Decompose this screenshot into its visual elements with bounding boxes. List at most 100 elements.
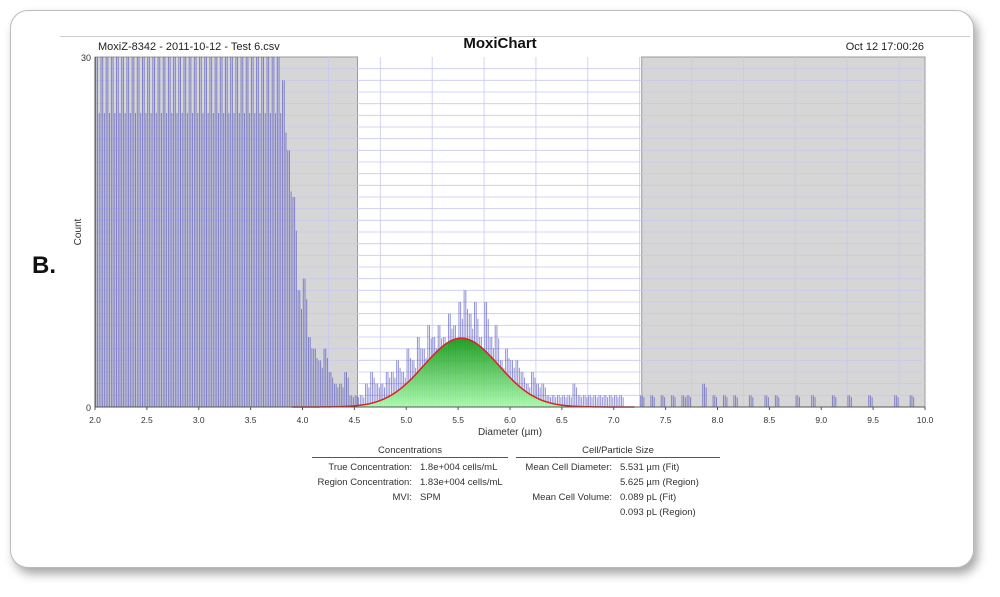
histogram-bar xyxy=(347,377,349,407)
histogram-bar xyxy=(605,395,607,407)
row-label xyxy=(516,475,620,490)
file-name: MoxiZ-8342 - 2011-10-12 - Test 6.csv xyxy=(98,41,280,53)
histogram-bar xyxy=(276,57,278,407)
histogram-bar xyxy=(399,367,401,407)
histogram-bar xyxy=(278,57,280,407)
histogram-bar xyxy=(344,372,346,407)
histogram-bar xyxy=(301,309,303,407)
histogram-bar xyxy=(116,57,118,407)
histogram-bar xyxy=(565,397,567,407)
histogram-bar xyxy=(686,395,688,407)
histogram-bar xyxy=(553,395,555,407)
histogram-bar xyxy=(110,57,112,407)
row-label xyxy=(516,505,620,520)
histogram-bar xyxy=(767,397,769,407)
row-value: SPM xyxy=(420,492,441,503)
histogram-bar xyxy=(690,397,692,407)
timestamp: Oct 12 17:00:26 xyxy=(845,41,924,53)
histogram-bar xyxy=(240,57,242,407)
histogram-bar xyxy=(167,57,169,407)
histogram-bar xyxy=(643,397,645,407)
histogram-bar xyxy=(159,57,161,407)
histogram-bar xyxy=(371,372,373,407)
fit-area xyxy=(292,338,635,407)
histogram-bar xyxy=(378,387,380,407)
histogram-bar xyxy=(799,397,801,407)
histogram-bar xyxy=(290,191,292,407)
histogram-bar xyxy=(226,57,228,407)
histogram-bar xyxy=(218,113,220,407)
histogram-bar xyxy=(671,395,673,407)
histogram-bar xyxy=(124,113,126,407)
histogram-bar xyxy=(778,397,780,407)
table-row: 0.093 pL (Region) xyxy=(516,505,720,520)
histogram-bar xyxy=(243,113,245,407)
histogram-bar xyxy=(532,372,534,407)
x-tick-label: 10.0 xyxy=(917,415,934,425)
histogram-bar xyxy=(366,383,368,407)
histogram-bar xyxy=(109,113,111,407)
histogram-bar xyxy=(180,57,181,407)
histogram-bar xyxy=(539,387,541,407)
histogram-bar xyxy=(617,397,619,407)
histogram-bar xyxy=(216,57,218,407)
table-row: Region Concentration: 1.83e+004 cells/mL xyxy=(312,475,508,490)
histogram-bar xyxy=(320,360,322,407)
histogram-bar xyxy=(531,372,533,407)
row-label: MVI: xyxy=(392,492,412,503)
histogram-bar xyxy=(593,395,595,407)
histogram-bar xyxy=(297,290,299,407)
figure-label: B. xyxy=(32,252,56,279)
histogram-bar xyxy=(377,383,379,407)
histogram-bar xyxy=(714,395,716,407)
histogram-bar xyxy=(390,372,392,407)
histogram-bar xyxy=(249,113,251,407)
x-tick-label: 3.0 xyxy=(193,415,205,425)
histogram-bar xyxy=(114,113,116,407)
histogram-bar xyxy=(346,372,347,407)
histogram-bar xyxy=(314,348,316,407)
table-row: 5.625 µm (Region) xyxy=(516,475,720,490)
histogram-bar xyxy=(716,397,718,407)
histogram-bar xyxy=(712,395,714,407)
histogram-bar xyxy=(752,397,754,407)
x-tick-label: 3.5 xyxy=(245,415,257,425)
histogram-bar xyxy=(619,395,621,407)
histogram-bar xyxy=(186,113,188,407)
histogram-bar xyxy=(202,113,204,407)
histogram-bar xyxy=(152,57,154,407)
histogram-bar xyxy=(299,290,301,407)
histogram-bar xyxy=(558,395,560,407)
x-tick-label: 6.5 xyxy=(556,415,568,425)
histogram-bar xyxy=(237,57,239,407)
histogram-bar xyxy=(294,197,296,407)
histogram-bar xyxy=(321,367,323,407)
histogram-bar xyxy=(200,57,202,407)
histogram-bar xyxy=(600,395,602,407)
histogram-bar xyxy=(406,348,408,407)
histogram-bar xyxy=(129,113,131,407)
x-tick-label: 9.0 xyxy=(815,415,827,425)
histogram-bar xyxy=(543,383,545,407)
histogram-bar xyxy=(214,57,216,407)
histogram-bar xyxy=(140,113,142,407)
histogram-bar xyxy=(231,57,233,407)
histogram-bar xyxy=(358,397,360,407)
histogram-bar xyxy=(681,395,683,407)
histogram-bar xyxy=(736,397,738,407)
histogram-bar xyxy=(582,395,584,407)
histogram-bar xyxy=(517,360,519,407)
histogram-bar xyxy=(283,80,285,407)
histogram-bar xyxy=(579,395,581,407)
histogram-bar xyxy=(722,395,724,407)
histogram-bar xyxy=(136,57,138,407)
histogram-bar xyxy=(306,299,308,407)
row-value: 0.093 pL (Region) xyxy=(620,507,696,518)
histogram-bar xyxy=(370,372,372,407)
x-tick-label: 7.5 xyxy=(660,415,672,425)
histogram-bar xyxy=(173,57,175,407)
histogram-bar xyxy=(774,395,776,407)
histogram-bar xyxy=(178,57,180,407)
histogram-bar xyxy=(359,395,361,407)
histogram-bar xyxy=(185,57,187,407)
